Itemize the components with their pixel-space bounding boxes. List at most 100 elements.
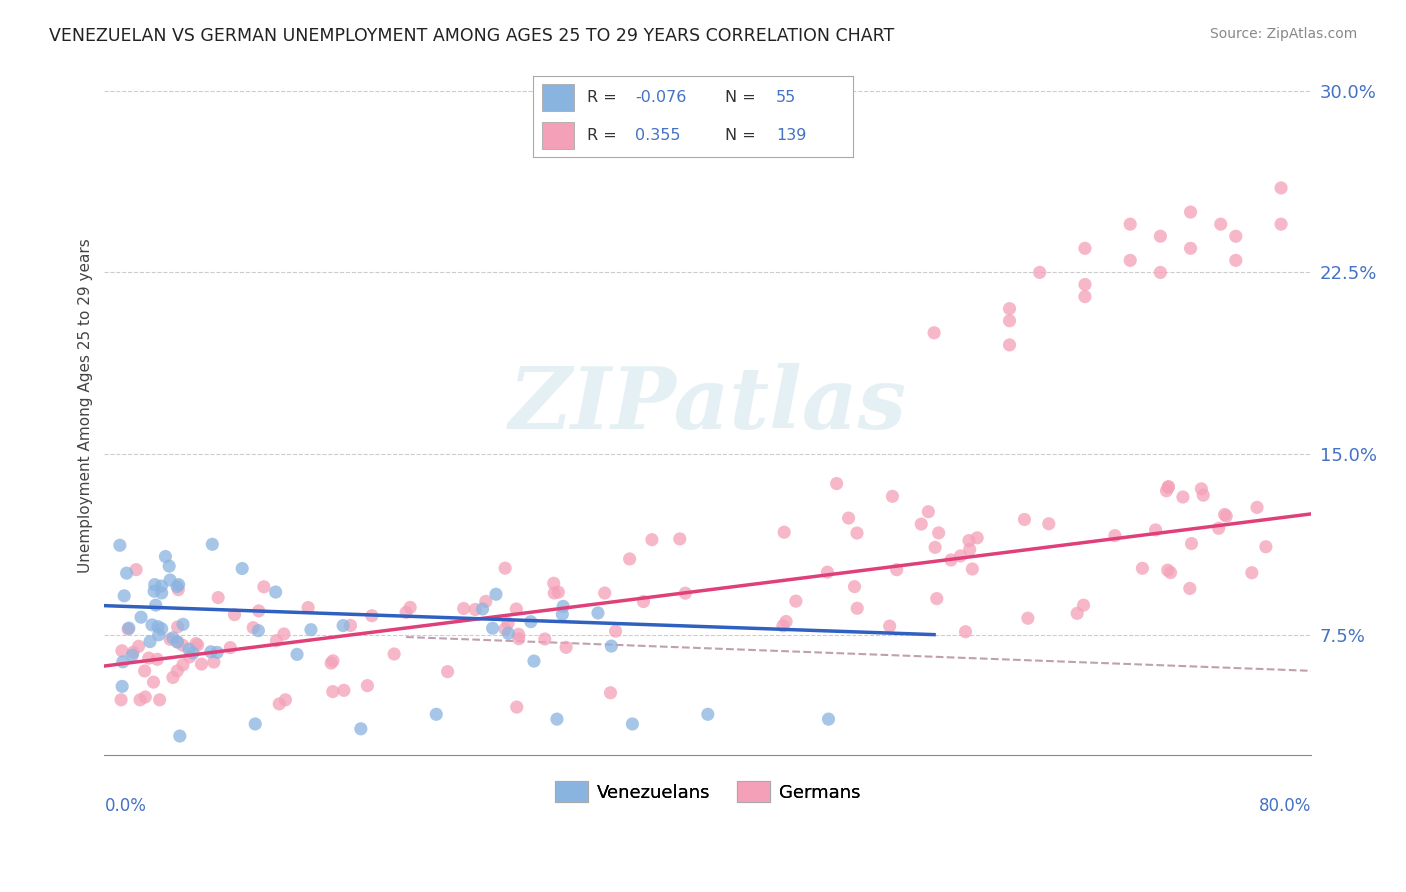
Y-axis label: Unemployment Among Ages 25 to 29 years: Unemployment Among Ages 25 to 29 years xyxy=(79,238,93,573)
Point xyxy=(879,619,901,633)
Point xyxy=(184,637,207,651)
Point xyxy=(1157,479,1180,493)
Point xyxy=(453,601,475,615)
Point xyxy=(190,657,212,671)
Point xyxy=(395,606,418,620)
Point xyxy=(844,580,866,594)
Point xyxy=(155,549,177,564)
Point xyxy=(543,576,565,591)
Point xyxy=(146,619,169,633)
Point xyxy=(1028,265,1050,279)
Point xyxy=(138,651,160,665)
Point xyxy=(112,589,135,603)
Point xyxy=(332,618,354,632)
Point xyxy=(959,542,981,557)
Point xyxy=(533,632,555,646)
Point xyxy=(322,654,344,668)
Point xyxy=(273,627,295,641)
Point xyxy=(1178,582,1201,596)
Point xyxy=(641,533,664,547)
Point xyxy=(146,652,169,666)
Point xyxy=(506,700,529,714)
Point xyxy=(1149,229,1171,244)
Point xyxy=(297,600,319,615)
Point xyxy=(172,617,194,632)
Point xyxy=(1209,217,1232,231)
Point xyxy=(546,712,568,726)
Point xyxy=(1192,488,1215,502)
Point xyxy=(551,607,574,622)
Point xyxy=(1157,563,1180,577)
Point xyxy=(543,586,565,600)
Point xyxy=(1074,277,1097,292)
Point xyxy=(998,301,1021,316)
Point xyxy=(955,624,977,639)
Point xyxy=(167,577,190,591)
Point xyxy=(586,606,609,620)
Point xyxy=(815,565,838,579)
Point xyxy=(547,585,569,599)
Point xyxy=(118,621,141,635)
Point xyxy=(998,314,1021,328)
Point xyxy=(333,683,356,698)
Point xyxy=(494,622,516,636)
Point xyxy=(224,607,246,622)
Point xyxy=(600,639,623,653)
Text: VENEZUELAN VS GERMAN UNEMPLOYMENT AMONG AGES 25 TO 29 YEARS CORRELATION CHART: VENEZUELAN VS GERMAN UNEMPLOYMENT AMONG … xyxy=(49,27,894,45)
Point xyxy=(1180,536,1202,550)
Point xyxy=(1104,528,1126,542)
Point xyxy=(167,582,190,597)
Point xyxy=(231,561,253,575)
Point xyxy=(696,707,718,722)
Point xyxy=(1014,512,1036,526)
Legend: Venezuelans, Germans: Venezuelans, Germans xyxy=(548,774,868,809)
Point xyxy=(149,693,172,707)
Point xyxy=(177,642,200,657)
Point xyxy=(1119,253,1142,268)
Point xyxy=(111,680,134,694)
Point xyxy=(1119,217,1142,231)
Point xyxy=(775,615,797,629)
Point xyxy=(399,600,422,615)
Point xyxy=(1225,229,1247,244)
Point xyxy=(496,616,519,631)
Point xyxy=(285,648,308,662)
Point xyxy=(299,623,322,637)
Point xyxy=(150,622,173,636)
Point xyxy=(129,610,152,624)
Point xyxy=(247,624,270,638)
Point xyxy=(886,563,908,577)
Point xyxy=(339,618,361,632)
Point xyxy=(125,563,148,577)
Point xyxy=(494,561,516,575)
Text: ZIPatlas: ZIPatlas xyxy=(509,364,907,447)
Point xyxy=(1240,566,1263,580)
Point xyxy=(150,579,173,593)
Point xyxy=(922,326,945,340)
Point xyxy=(322,684,344,698)
Point xyxy=(1149,265,1171,279)
Point xyxy=(143,577,166,591)
Point xyxy=(464,602,486,616)
Point xyxy=(166,634,188,648)
Point xyxy=(1270,181,1292,195)
Point xyxy=(1171,490,1194,504)
Point xyxy=(621,717,644,731)
Point xyxy=(134,664,156,678)
Point xyxy=(555,640,578,655)
Point xyxy=(928,525,950,540)
Point xyxy=(505,602,527,616)
Point xyxy=(966,531,988,545)
Point xyxy=(150,586,173,600)
Point xyxy=(633,594,655,608)
Point xyxy=(1074,290,1097,304)
Point xyxy=(117,622,139,636)
Point xyxy=(949,549,972,563)
Point xyxy=(166,635,188,649)
Point xyxy=(1254,540,1277,554)
Point xyxy=(172,657,194,672)
Point xyxy=(523,654,546,668)
Point xyxy=(266,633,288,648)
Point xyxy=(1132,561,1154,575)
Point xyxy=(111,655,134,669)
